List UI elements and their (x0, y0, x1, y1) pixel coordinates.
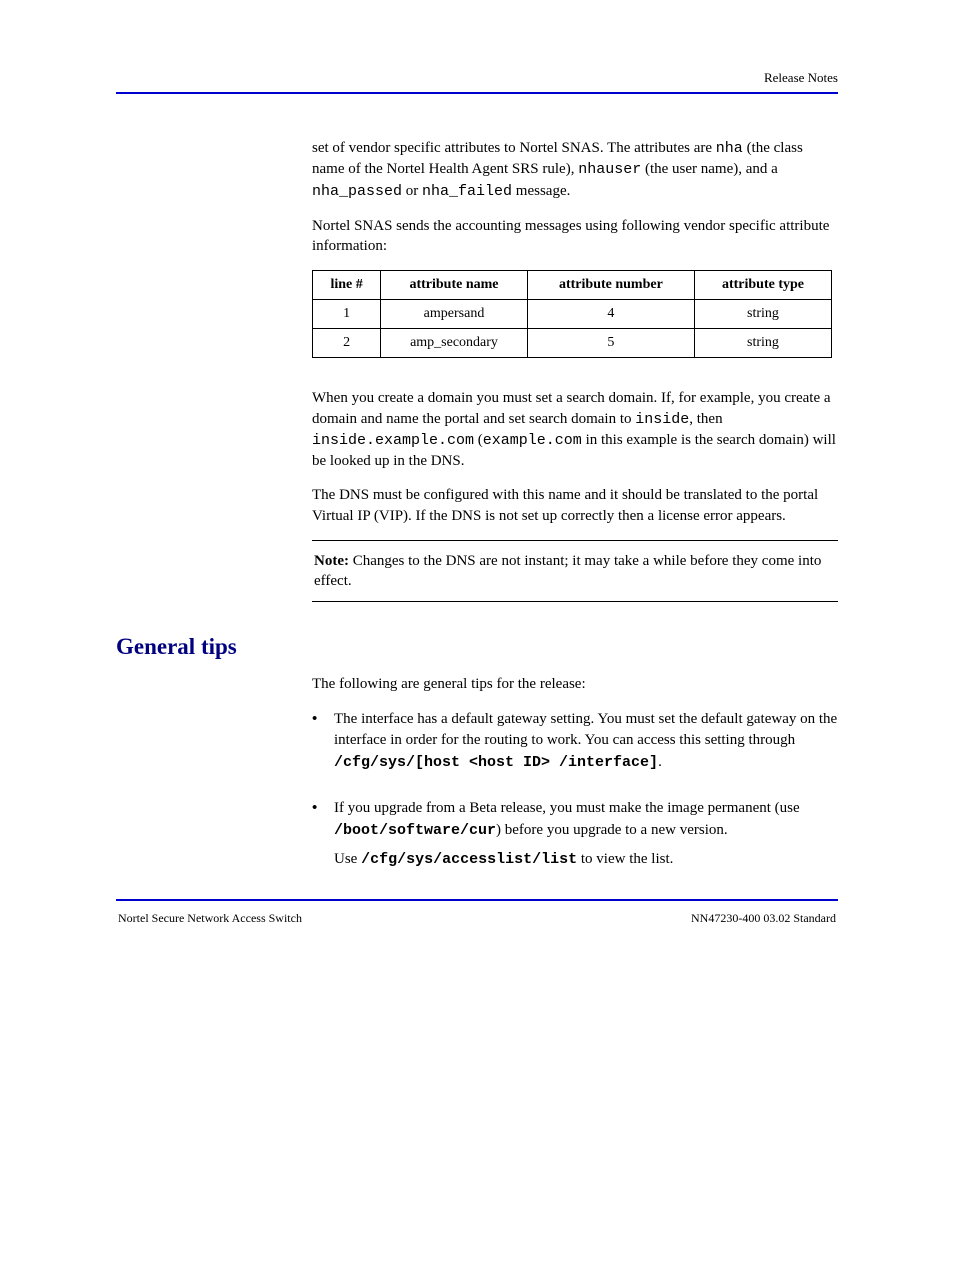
item2-p2-pre: Use (334, 851, 361, 867)
note-rule-top (312, 540, 838, 541)
cell-number: 5 (527, 329, 694, 358)
intro-paragraph-2: Nortel SNAS sends the accounting message… (312, 216, 838, 257)
cell-line: 2 (313, 329, 381, 358)
note-text: Note: Changes to the DNS are not instant… (312, 545, 838, 598)
th-attr-name: attribute name (381, 271, 528, 300)
note-body: Changes to the DNS are not instant; it m… (314, 553, 821, 589)
note-label: Note: (314, 553, 353, 569)
cell-line: 1 (313, 300, 381, 329)
item2-p1-pre: If you upgrade from a Beta release, you … (334, 800, 800, 816)
code-example-com: example.com (483, 432, 582, 449)
dns-p1-pre: When you create a domain you must set a … (312, 390, 831, 426)
code-inside: inside (635, 411, 689, 428)
dns-p1-mid: , then (689, 411, 722, 427)
intro-p1-seg4: message. (512, 183, 570, 199)
section-lead: The following are general tips for the r… (312, 674, 838, 694)
table-row: 2 amp_secondary 5 string (313, 329, 832, 358)
footer-right: NN47230-400 03.02 Standard (691, 911, 836, 926)
cell-type: string (694, 300, 831, 329)
code-nhauser: nhauser (578, 161, 641, 178)
dns-paragraph-1: When you create a domain you must set a … (312, 388, 838, 471)
intro-p1-seg2: (the user name), and a (641, 161, 778, 177)
intro-p1-seg0: set of vendor specific attributes to Nor… (312, 140, 716, 156)
tips-list: • The interface has a default gateway se… (312, 709, 838, 880)
page-container: Release Notes set of vendor specific att… (0, 0, 954, 966)
code-nha-passed: nha_passed (312, 183, 402, 200)
table-row: 1 ampersand 4 string (313, 300, 832, 329)
list-item: • If you upgrade from a Beta release, yo… (312, 798, 838, 879)
item1-p1: The interface has a default gateway sett… (334, 709, 838, 774)
item1-p1-post: . (658, 754, 662, 770)
dns-paragraph-2: The DNS must be configured with this nam… (312, 485, 838, 526)
cell-number: 4 (527, 300, 694, 329)
cell-name: amp_secondary (381, 329, 528, 358)
bullet-icon: • (312, 798, 334, 879)
code-accesslist: /cfg/sys/accesslist/list (361, 851, 577, 868)
th-line: line # (313, 271, 381, 300)
item2-p1-mid: ) before you upgrade to a new version. (496, 822, 728, 838)
note-rule-bottom (312, 601, 838, 602)
header-rule (116, 92, 838, 94)
th-attr-type: attribute type (694, 271, 831, 300)
footer-left: Nortel Secure Network Access Switch (118, 911, 302, 926)
code-cfg-interface: /cfg/sys/[host <host ID> /interface] (334, 754, 658, 771)
item2-p1: If you upgrade from a Beta release, you … (334, 798, 838, 842)
item2-p2: Use /cfg/sys/accesslist/list to view the… (334, 849, 838, 871)
attribute-table: line # attribute name attribute number a… (312, 270, 832, 358)
note-block: Note: Changes to the DNS are not instant… (312, 540, 838, 603)
item1-p1-pre: The interface has a default gateway sett… (334, 711, 837, 749)
table-header-row: line # attribute name attribute number a… (313, 271, 832, 300)
code-nha: nha (716, 140, 743, 157)
cell-type: string (694, 329, 831, 358)
code-inside-example: inside.example.com (312, 432, 474, 449)
bullet-icon: • (312, 709, 334, 782)
running-header: Release Notes (116, 70, 838, 86)
cell-name: ampersand (381, 300, 528, 329)
th-attr-number: attribute number (527, 271, 694, 300)
page-footer: Nortel Secure Network Access Switch NN47… (116, 911, 838, 926)
code-nha-failed: nha_failed (422, 183, 512, 200)
dns-p1-mid2: ( (474, 432, 483, 448)
list-item-body: If you upgrade from a Beta release, you … (334, 798, 838, 879)
item2-p2-post: to view the list. (577, 851, 673, 867)
section-heading-general-tips: General tips (116, 634, 838, 660)
intro-paragraph-1: set of vendor specific attributes to Nor… (312, 138, 838, 202)
intro-p1-seg3: or (402, 183, 422, 199)
code-boot-software: /boot/software/cur (334, 822, 496, 839)
list-item-body: The interface has a default gateway sett… (334, 709, 838, 782)
list-item: • The interface has a default gateway se… (312, 709, 838, 782)
footer-rule (116, 899, 838, 901)
